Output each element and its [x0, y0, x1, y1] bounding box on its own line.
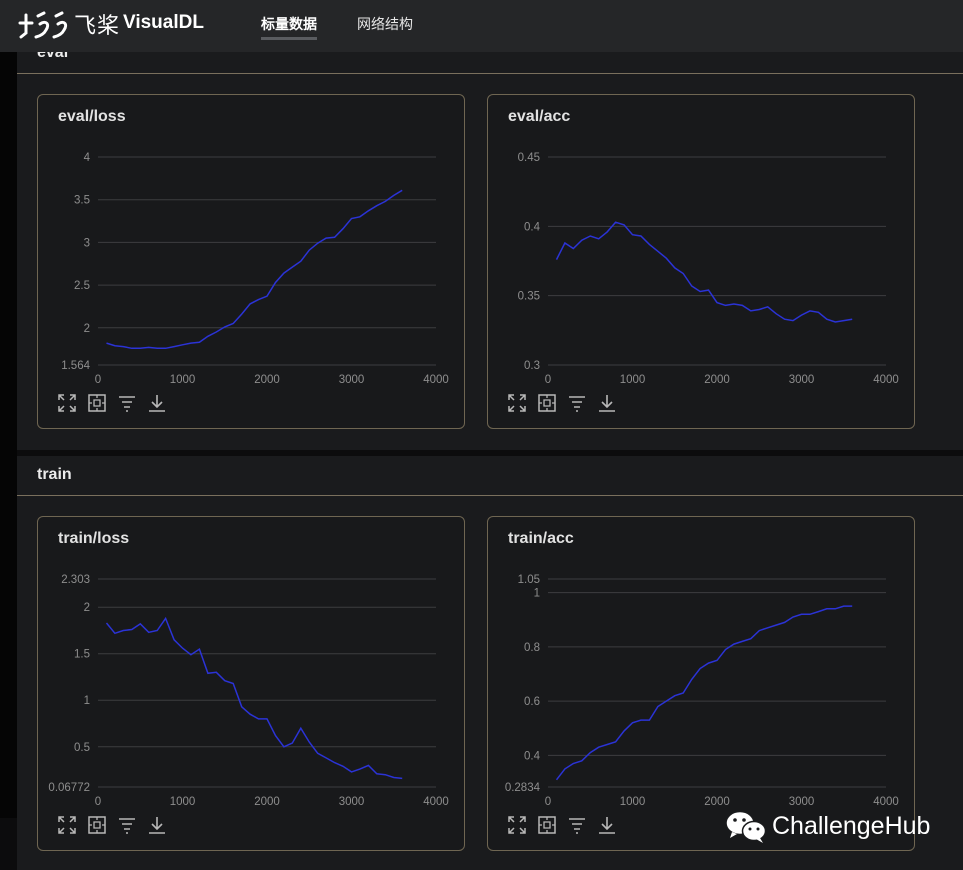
expand-icon[interactable]: [56, 814, 78, 836]
chart-eval-loss[interactable]: 1.564 2 2.5 3 3.5 4 0 1000 2000 3000 4000: [38, 95, 466, 390]
expand-icon[interactable]: [506, 814, 528, 836]
filter-icon[interactable]: [566, 814, 588, 836]
download-icon[interactable]: [146, 814, 168, 836]
x-tick-label: 0: [95, 374, 101, 386]
x-tick-label: 4000: [873, 796, 899, 808]
download-icon[interactable]: [146, 392, 168, 414]
x-tick-label: 4000: [423, 374, 449, 386]
x-tick-label: 0: [545, 796, 551, 808]
y-tick-label: 0.2834: [505, 782, 541, 794]
x-tick-label: 3000: [789, 796, 815, 808]
watermark: ChallengeHub: [724, 808, 930, 844]
chart-eval-acc[interactable]: 0.3 0.35 0.4 0.45 0 1000 2000 3000 4000: [488, 95, 916, 390]
y-tick-label: 2: [84, 323, 90, 335]
x-tick-label: 1000: [170, 796, 196, 808]
x-tick-label: 0: [95, 796, 101, 808]
active-tab-indicator: [261, 37, 317, 40]
section-divider: [17, 495, 963, 496]
expand-icon[interactable]: [506, 392, 528, 414]
x-tick-label: 2000: [704, 796, 730, 808]
y-tick-label: 1.05: [518, 574, 540, 586]
chart-card-train-loss: train/loss 0.06772 0.5 1 1.5 2 2.303 0 1000 2000…: [37, 516, 465, 851]
x-tick-label: 3000: [789, 374, 815, 386]
download-icon[interactable]: [596, 814, 618, 836]
y-tick-label: 2.5: [74, 280, 90, 292]
y-tick-label: 0.3: [524, 360, 540, 372]
watermark-text: ChallengeHub: [772, 812, 931, 840]
chart-title: eval/loss: [58, 108, 126, 125]
y-tick-label: 2.303: [61, 574, 90, 586]
y-tick-label: 0.5: [74, 742, 90, 754]
y-tick-label: 0.35: [518, 291, 540, 303]
section-train: train train/loss 0.06772 0.5 1 1.5 2 2.303 0 10…: [17, 456, 963, 870]
x-tick-label: 0: [545, 374, 551, 386]
x-tick-label: 4000: [423, 796, 449, 808]
filter-icon[interactable]: [566, 392, 588, 414]
y-tick-label: 3: [84, 237, 90, 249]
logo-chinese-text: 飞桨: [74, 14, 121, 39]
fit-icon[interactable]: [536, 814, 558, 836]
filter-icon[interactable]: [116, 392, 138, 414]
fit-icon[interactable]: [86, 814, 108, 836]
y-tick-label: 0.6: [524, 696, 540, 708]
chart-title: train/acc: [508, 530, 574, 547]
y-tick-label: 1: [84, 695, 90, 707]
x-tick-label: 2000: [704, 374, 730, 386]
left-gutter: [0, 52, 17, 818]
y-tick-label: 4: [84, 152, 91, 164]
y-tick-label: 0.4: [524, 221, 541, 233]
x-tick-label: 3000: [339, 374, 365, 386]
section-divider: [17, 73, 963, 74]
x-tick-label: 4000: [873, 374, 899, 386]
chart-card-eval-acc: eval/acc 0.3 0.35 0.4 0.45 0 1000 2000 3000 4000: [487, 94, 915, 429]
y-tick-label: 1.5: [74, 649, 90, 661]
series-line: [106, 189, 403, 350]
chart-card-eval-loss: eval/loss 1.564 2 2.5 3 3.5 4 0 1000 2000 3000 400…: [37, 94, 465, 429]
chart-card-train-acc: train/acc 0.2834 0.4 0.6 0.8 1 1.05 0 1000 2000 3…: [487, 516, 915, 851]
download-icon[interactable]: [596, 392, 618, 414]
main-content: eval eval/loss 1.564 2 2.5 3 3.5 4 0 1000 2000 30…: [17, 40, 963, 870]
chart-title: eval/acc: [508, 108, 571, 125]
fit-icon[interactable]: [536, 392, 558, 414]
x-tick-label: 1000: [620, 374, 646, 386]
y-tick-label: 0.8: [524, 642, 540, 654]
section-eval: eval eval/loss 1.564 2 2.5 3 3.5 4 0 1000 2000 30…: [17, 40, 963, 450]
wechat-icon: [725, 810, 767, 843]
filter-icon[interactable]: [116, 814, 138, 836]
series-line: [555, 221, 853, 323]
chart-title: train/loss: [58, 530, 130, 547]
x-tick-label: 1000: [170, 374, 196, 386]
y-tick-label: 0.45: [518, 152, 540, 164]
y-tick-label: 1: [534, 588, 540, 600]
y-tick-label: 2: [84, 602, 90, 614]
series-line: [555, 605, 853, 781]
section-title-train[interactable]: train: [37, 466, 72, 483]
y-tick-label: 0.06772: [48, 782, 90, 794]
series-line: [105, 616, 403, 780]
top-navigation-bar: 飞桨 VisualDL 标量数据 网络结构: [0, 0, 963, 52]
x-tick-label: 3000: [339, 796, 365, 808]
chart-train-acc[interactable]: 0.2834 0.4 0.6 0.8 1 1.05 0 1000 2000 3000 4000: [488, 517, 916, 812]
paddle-logo-icon: [18, 11, 68, 39]
tab-scalars[interactable]: 标量数据: [261, 17, 317, 33]
tab-graphs[interactable]: 网络结构: [357, 17, 413, 33]
y-tick-label: 3.5: [74, 195, 90, 207]
y-tick-label: 0.4: [524, 750, 541, 762]
app-name: VisualDL: [123, 12, 204, 33]
expand-icon[interactable]: [56, 392, 78, 414]
fit-icon[interactable]: [86, 392, 108, 414]
x-tick-label: 2000: [254, 796, 280, 808]
x-tick-label: 2000: [254, 374, 280, 386]
y-tick-label: 1.564: [61, 360, 90, 372]
chart-train-loss[interactable]: 0.06772 0.5 1 1.5 2 2.303 0 1000 2000 3000 4000: [38, 517, 466, 812]
x-tick-label: 1000: [620, 796, 646, 808]
